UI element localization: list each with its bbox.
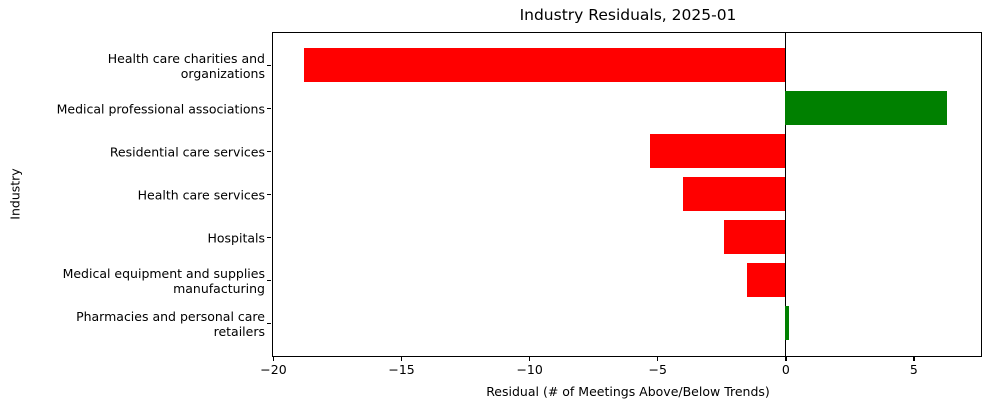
- x-tick-label: 5: [909, 362, 918, 377]
- y-tick-mark: [267, 64, 271, 67]
- bar-negative: [746, 262, 786, 298]
- bar-negative: [649, 133, 786, 169]
- x-tick-mark: [656, 356, 659, 361]
- y-tick-label: Health care charities and organizations: [107, 50, 265, 81]
- bar-positive: [785, 90, 947, 126]
- y-tick-mark: [267, 279, 271, 282]
- x-tick-mark: [785, 356, 787, 361]
- y-tick-mark: [267, 150, 271, 153]
- x-tick-mark: [528, 356, 531, 361]
- y-tick-mark: [267, 236, 271, 239]
- y-axis-label: Industry: [7, 168, 23, 220]
- bar-positive: [785, 305, 790, 341]
- x-tick-label: −10: [516, 362, 543, 377]
- y-tick-label: Medical professional associations: [56, 101, 265, 116]
- x-tick-label: −20: [260, 362, 287, 377]
- plot-area: [272, 32, 982, 357]
- chart-title: Industry Residuals, 2025-01: [519, 6, 737, 24]
- x-tick-label: 0: [781, 362, 790, 377]
- bar-negative: [723, 219, 786, 255]
- y-tick-label: Residential care services: [109, 144, 265, 159]
- y-tick-mark: [267, 322, 271, 325]
- y-tick-mark: [267, 193, 271, 196]
- y-tick-label: Health care services: [137, 187, 265, 202]
- y-tick-label: Hospitals: [207, 230, 265, 245]
- x-tick-mark: [913, 356, 915, 361]
- x-axis-label: Residual (# of Meetings Above/Below Tren…: [486, 384, 770, 399]
- y-tick-label: Medical equipment and supplies manufactu…: [62, 265, 265, 296]
- zero-baseline: [784, 33, 787, 356]
- x-tick-label: −15: [388, 362, 415, 377]
- y-tick-mark: [267, 107, 271, 110]
- x-tick-mark: [400, 356, 403, 361]
- y-tick-label: Pharmacies and personal care retailers: [76, 308, 265, 339]
- bar-negative: [303, 47, 786, 83]
- bar-negative: [682, 176, 786, 212]
- x-tick-mark: [272, 356, 275, 361]
- x-tick-label: −5: [648, 362, 667, 377]
